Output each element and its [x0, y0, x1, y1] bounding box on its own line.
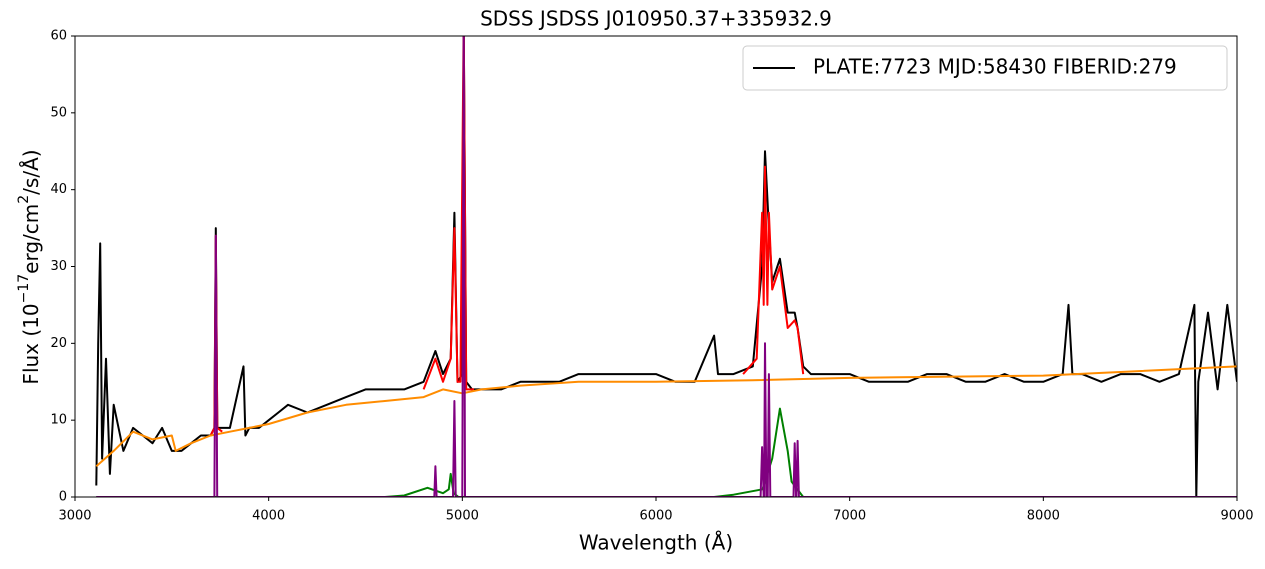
series-line — [209, 36, 805, 436]
plot-area — [95, 36, 1237, 497]
x-tick-label: 8000 — [1027, 509, 1060, 524]
chart-title: SDSS JSDSS J010950.37+335932.9 — [480, 7, 832, 31]
legend-label: PLATE:7723 MJD:58430 FIBERID:279 — [813, 55, 1177, 79]
x-tick-label: 7000 — [833, 509, 866, 524]
y-tick-label: 10 — [50, 413, 67, 428]
series-line — [95, 36, 1237, 497]
y-tick-label: 0 — [59, 490, 67, 505]
label-part: /s/Å) — [19, 149, 43, 194]
x-tick-label: 5000 — [446, 509, 479, 524]
y-tick-label: 30 — [50, 259, 67, 274]
y-tick-label: 60 — [50, 29, 67, 44]
y-tick-label: 50 — [50, 105, 67, 120]
series-line — [96, 36, 1237, 497]
label-part: erg/cm — [19, 204, 43, 274]
x-tick-label: 6000 — [639, 509, 672, 524]
label-part: Flux (10 — [19, 303, 43, 384]
y-axis-label: Flux (10−17erg/cm2/s/Å) — [16, 149, 43, 384]
series-line — [96, 407, 1237, 497]
x-tick-label: 3000 — [58, 509, 91, 524]
superscript: −17 — [16, 274, 32, 304]
x-tick-label: 4000 — [252, 509, 285, 524]
x-axis-label: Wavelength (Å) — [579, 531, 733, 555]
x-tick-label: 9000 — [1220, 509, 1253, 524]
series-line — [95, 365, 1237, 468]
legend-box — [742, 45, 1228, 91]
y-tick-label: 40 — [50, 182, 67, 197]
superscript: 2 — [16, 195, 32, 204]
y-tick-label: 20 — [50, 336, 67, 351]
